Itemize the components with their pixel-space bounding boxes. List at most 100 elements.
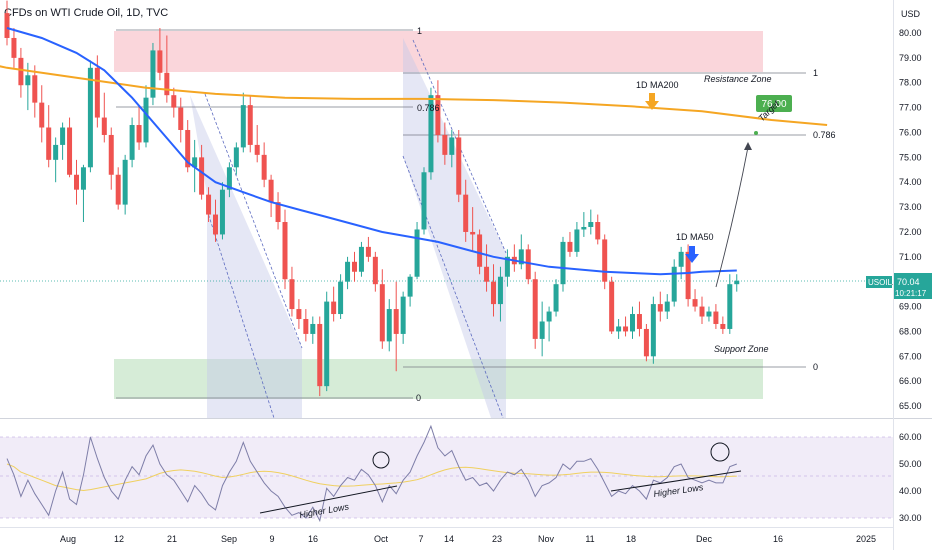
projection-arrow xyxy=(715,146,749,288)
candle-body xyxy=(574,229,580,252)
time-tick-label: Dec xyxy=(696,534,713,544)
candle-body xyxy=(553,284,559,312)
rsi-ma-line xyxy=(6,463,737,492)
fib-786-label-b: 0.786 xyxy=(813,130,836,140)
fib-786-label-a: 0.786 xyxy=(417,103,440,113)
chart-title: CFDs on WTI Crude Oil, 1D, TVC xyxy=(4,7,169,19)
candle-body xyxy=(491,281,496,305)
time-tick-label: Sep xyxy=(221,534,237,544)
candle-body xyxy=(115,174,121,205)
candle-body xyxy=(310,323,316,334)
fib-0-label-b: 0 xyxy=(813,362,818,372)
candle-body xyxy=(268,179,274,203)
candle-body xyxy=(692,299,698,307)
candle-body xyxy=(650,304,656,357)
candle-body xyxy=(240,105,246,148)
down-channel-1 xyxy=(190,95,302,418)
rsi-tick-label: 40.00 xyxy=(899,486,922,496)
higher-lows-line-2 xyxy=(610,470,742,492)
candle-body xyxy=(713,311,719,324)
target-badge-value: 76.00 xyxy=(761,99,786,110)
candle-body xyxy=(400,296,406,334)
candle-body xyxy=(678,251,684,267)
ma200-arrow-icon xyxy=(645,93,659,110)
candle-body xyxy=(303,319,309,334)
candle-body xyxy=(602,239,608,282)
candle-body xyxy=(463,194,469,232)
candle-body xyxy=(345,261,351,282)
candle-body xyxy=(136,125,142,143)
candle-body xyxy=(178,107,184,130)
time-tick-label: 9 xyxy=(269,534,274,544)
candle-body xyxy=(254,144,260,155)
candle-body xyxy=(421,172,427,230)
price-tick-label: 80.00 xyxy=(899,28,922,38)
time-tick-label: 7 xyxy=(418,534,423,544)
rsi-axis[interactable]: 60.00 50.00 40.00 30.00 xyxy=(899,432,922,523)
symbol-tag-text: USOIL xyxy=(868,278,893,287)
candle-body xyxy=(539,321,545,339)
candle-body xyxy=(39,102,45,128)
price-tick-label: 74.00 xyxy=(899,177,922,187)
candle-body xyxy=(324,301,330,387)
candle-body xyxy=(484,266,490,282)
candle-body xyxy=(157,50,163,73)
candle-body xyxy=(25,75,31,86)
candle-body xyxy=(199,157,205,195)
candle-body xyxy=(727,284,733,329)
ma50-line xyxy=(6,27,737,276)
candle-body xyxy=(219,189,225,235)
price-tick-label: 69.00 xyxy=(899,302,922,312)
candle-body xyxy=(636,314,642,329)
candle-body xyxy=(275,202,281,223)
candle-body xyxy=(393,309,399,334)
candle-body xyxy=(643,328,649,357)
channel-2-lower xyxy=(402,155,504,419)
rsi-band xyxy=(0,437,893,518)
candle-body xyxy=(595,222,601,240)
candle-body xyxy=(143,97,149,143)
rsi-tick-label: 60.00 xyxy=(899,432,922,442)
candle-body xyxy=(664,301,670,312)
candle-body xyxy=(129,125,135,160)
symbol-tag xyxy=(866,276,892,288)
candle-body xyxy=(213,214,218,235)
price-badge-countdown: 10:21:17 xyxy=(895,289,927,298)
time-tick-label: 23 xyxy=(492,534,502,544)
price-tick-label: 73.00 xyxy=(899,202,922,212)
candle-body xyxy=(46,127,52,160)
time-axis[interactable]: Aug 12 21 Sep 9 16 Oct 7 14 23 Nov 11 18 Dec 16 2025 xyxy=(60,534,876,544)
candle-body xyxy=(525,249,531,280)
candle-body xyxy=(706,311,712,317)
candle-body xyxy=(358,246,364,272)
time-tick-label: 11 xyxy=(585,534,594,544)
candle-body xyxy=(4,13,10,38)
rsi-circle-2 xyxy=(710,442,730,462)
candle-body xyxy=(60,127,66,145)
candle-body xyxy=(546,311,552,322)
candle-body xyxy=(261,154,267,180)
candle-body xyxy=(331,301,337,315)
candle-body xyxy=(560,241,566,285)
fib-1-label-b: 1 xyxy=(813,68,818,78)
candle-body xyxy=(623,326,629,332)
time-tick-label: 21 xyxy=(167,534,177,544)
candle-body xyxy=(185,129,191,168)
price-tick-label: 68.00 xyxy=(899,326,922,336)
price-axis[interactable]: 80.00 79.00 78.00 77.00 76.00 75.00 74.00 73.00… xyxy=(899,28,922,411)
candle-body xyxy=(442,134,448,155)
time-tick-label: 2025 xyxy=(856,534,876,544)
price-tick-label: 65.00 xyxy=(899,401,922,411)
ma200-label: 1D MA200 xyxy=(636,80,679,90)
candle-body xyxy=(518,249,524,265)
fib-1-label-a: 1 xyxy=(417,26,422,36)
candle-body xyxy=(365,246,371,257)
candle-body xyxy=(428,95,434,173)
candle-body xyxy=(386,309,392,342)
candle-body xyxy=(414,229,420,277)
time-tick-label: 12 xyxy=(114,534,124,544)
candle-body xyxy=(74,174,79,190)
projection-arrowhead xyxy=(744,142,752,150)
candle-body xyxy=(699,306,705,317)
